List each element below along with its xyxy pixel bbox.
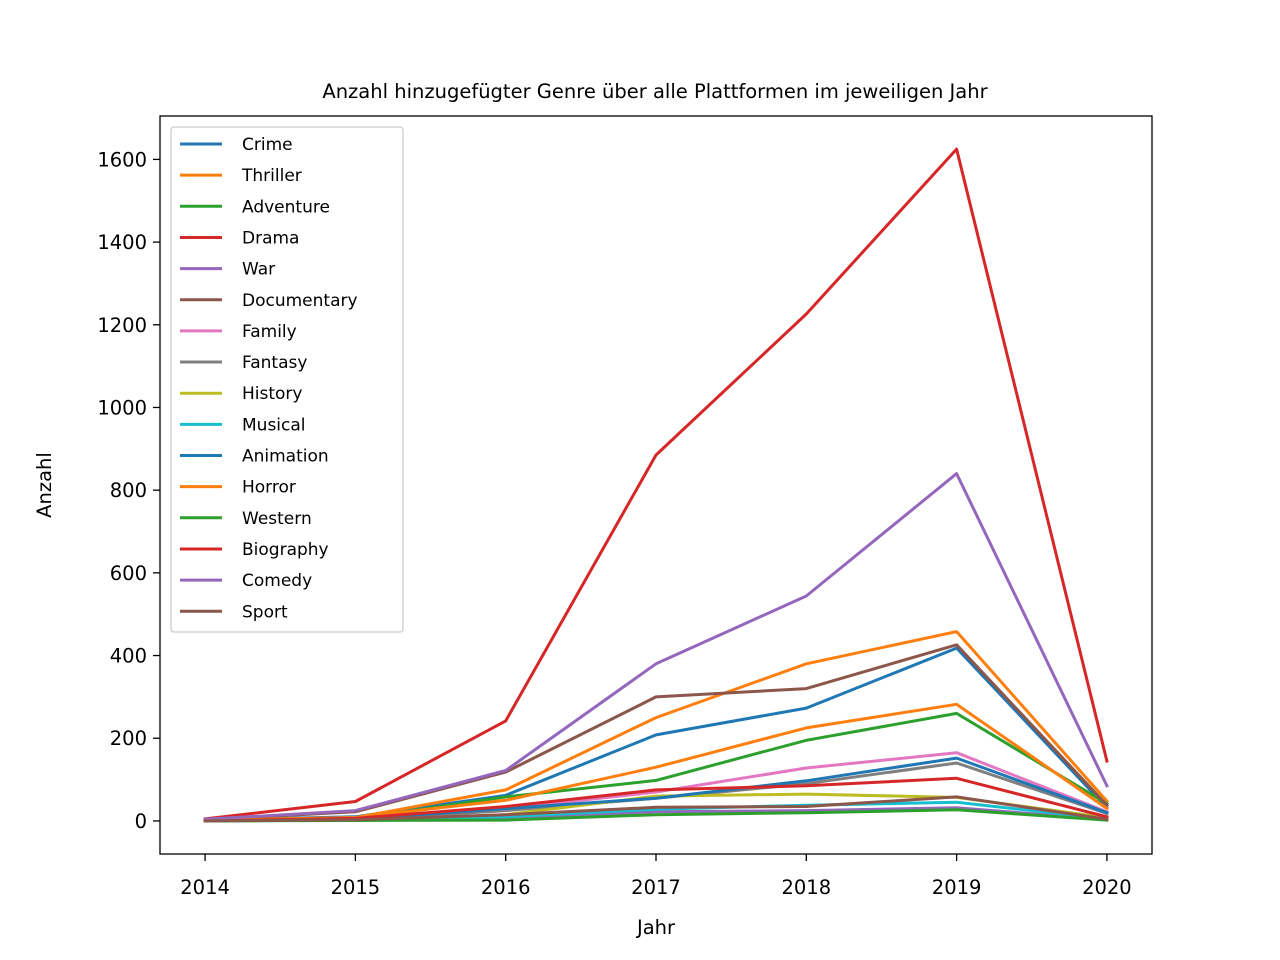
y-tick-label: 1200 bbox=[97, 314, 147, 337]
y-tick-label: 800 bbox=[110, 479, 147, 502]
legend-label: Crime bbox=[242, 135, 293, 155]
legend-label: Comedy bbox=[242, 571, 312, 591]
x-tick-label: 2016 bbox=[481, 876, 531, 899]
legend-label: Biography bbox=[242, 540, 329, 560]
series-line-comedy bbox=[203, 472, 1109, 821]
x-tick-label: 2019 bbox=[932, 876, 982, 899]
y-tick-label: 1000 bbox=[97, 396, 147, 419]
y-tick-label: 400 bbox=[110, 645, 147, 668]
legend-label: Musical bbox=[242, 415, 306, 435]
chart-title: Anzahl hinzugefügter Genre über alle Pla… bbox=[322, 80, 988, 103]
x-tick-label: 2014 bbox=[180, 876, 230, 899]
x-tick-label: 2020 bbox=[1082, 876, 1132, 899]
x-tick-label: 2015 bbox=[331, 876, 381, 899]
legend-label: Horror bbox=[242, 478, 296, 498]
legend-label: Sport bbox=[242, 602, 288, 622]
legend-label: War bbox=[242, 260, 275, 280]
y-tick-label: 0 bbox=[135, 810, 147, 833]
legend-box bbox=[170, 126, 404, 633]
legend-label: Western bbox=[242, 509, 312, 529]
legend-label: Adventure bbox=[242, 197, 330, 217]
y-tick-label: 1400 bbox=[97, 231, 147, 254]
legend-label: Family bbox=[242, 322, 297, 342]
y-axis-ticks: 0 200 400 600 800 1000 1200 1400 1600 bbox=[97, 148, 160, 833]
y-tick-label: 200 bbox=[110, 727, 147, 750]
series-line-crime bbox=[203, 646, 1110, 822]
legend-label: History bbox=[242, 384, 302, 404]
legend-label: Drama bbox=[242, 228, 299, 248]
legend-label: Documentary bbox=[242, 291, 358, 311]
x-axis-ticks: 2014 2015 2016 2017 2018 2019 2020 bbox=[180, 854, 1132, 899]
x-axis-label: Jahr bbox=[635, 916, 676, 939]
y-tick-label: 1600 bbox=[97, 148, 147, 171]
y-tick-label: 600 bbox=[110, 562, 147, 585]
series-line-drama bbox=[203, 147, 1109, 821]
series-layer bbox=[203, 147, 1110, 823]
x-tick-label: 2017 bbox=[631, 876, 681, 899]
legend-label: Thriller bbox=[241, 166, 302, 186]
legend: Crime Thriller Adventure Drama War Documentar… bbox=[170, 126, 404, 633]
x-tick-label: 2018 bbox=[781, 876, 831, 899]
y-axis-label: Anzahl bbox=[33, 452, 56, 518]
series-line-sport bbox=[203, 795, 1109, 823]
legend-label: Animation bbox=[242, 447, 329, 467]
legend-label: Fantasy bbox=[242, 353, 307, 373]
